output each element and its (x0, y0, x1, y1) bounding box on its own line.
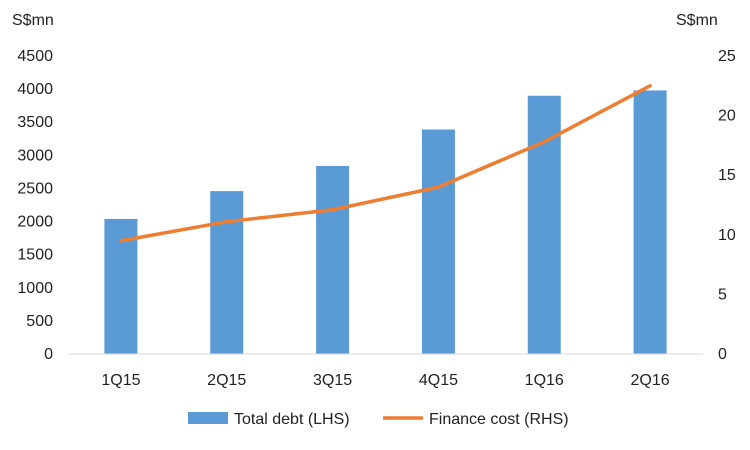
x-axis-tick-label: 2Q16 (631, 372, 670, 389)
left-axis-tick-label: 4000 (17, 81, 53, 98)
point-finance-cost (225, 220, 229, 224)
left-axis-tick-label: 1000 (17, 280, 53, 297)
legend-label-finance-cost: Finance cost (RHS) (429, 411, 569, 428)
left-axis-tick-label: 3000 (17, 147, 53, 164)
bar-total-debt (633, 90, 667, 355)
plot-area: 0 500 1000 1500 2000 2500 3000 3500 4000 4500 0 5 10… (17, 48, 735, 389)
x-axis-tick-label: 4Q15 (419, 372, 458, 389)
x-axis-tick-label: 2Q15 (207, 372, 246, 389)
left-axis-tick-label: 4500 (17, 48, 53, 65)
x-axis-tick-label: 1Q15 (101, 372, 140, 389)
left-axis-unit: S$mn (12, 12, 54, 29)
bar-total-debt (210, 191, 244, 354)
line-finance-cost (119, 84, 652, 243)
legend-label-total-debt: Total debt (LHS) (234, 411, 350, 428)
right-axis-tick-label: 10 (718, 227, 736, 244)
bar-total-debt (421, 129, 455, 354)
left-axis-tick-label: 0 (44, 346, 53, 363)
right-axis-tick-label: 5 (718, 286, 727, 303)
left-axis-tick-label: 2500 (17, 180, 53, 197)
left-axis-tick-label: 3500 (17, 114, 53, 131)
right-axis-tick-label: 25 (718, 48, 736, 65)
left-axis-tick-label: 500 (26, 313, 53, 330)
right-axis-unit: S$mn (676, 12, 718, 29)
legend: Total debt (LHS) Finance cost (RHS) (188, 411, 569, 428)
right-axis-tick-label: 20 (718, 108, 736, 125)
x-axis-tick-label: 3Q15 (313, 372, 352, 389)
point-finance-cost (542, 140, 546, 144)
point-finance-cost (331, 208, 335, 212)
right-axis-tick-label: 0 (718, 346, 727, 363)
left-axis-tick-label: 2000 (17, 214, 53, 231)
x-axis-tick-label: 1Q16 (525, 372, 564, 389)
bar-total-debt (527, 95, 561, 354)
point-finance-cost (436, 185, 440, 189)
bar-total-debt (316, 165, 350, 354)
right-axis-tick-label: 15 (718, 167, 736, 184)
legend-swatch-total-debt (188, 412, 228, 424)
point-finance-cost (119, 239, 123, 243)
point-finance-cost (648, 84, 652, 88)
left-axis-tick-label: 1500 (17, 247, 53, 264)
